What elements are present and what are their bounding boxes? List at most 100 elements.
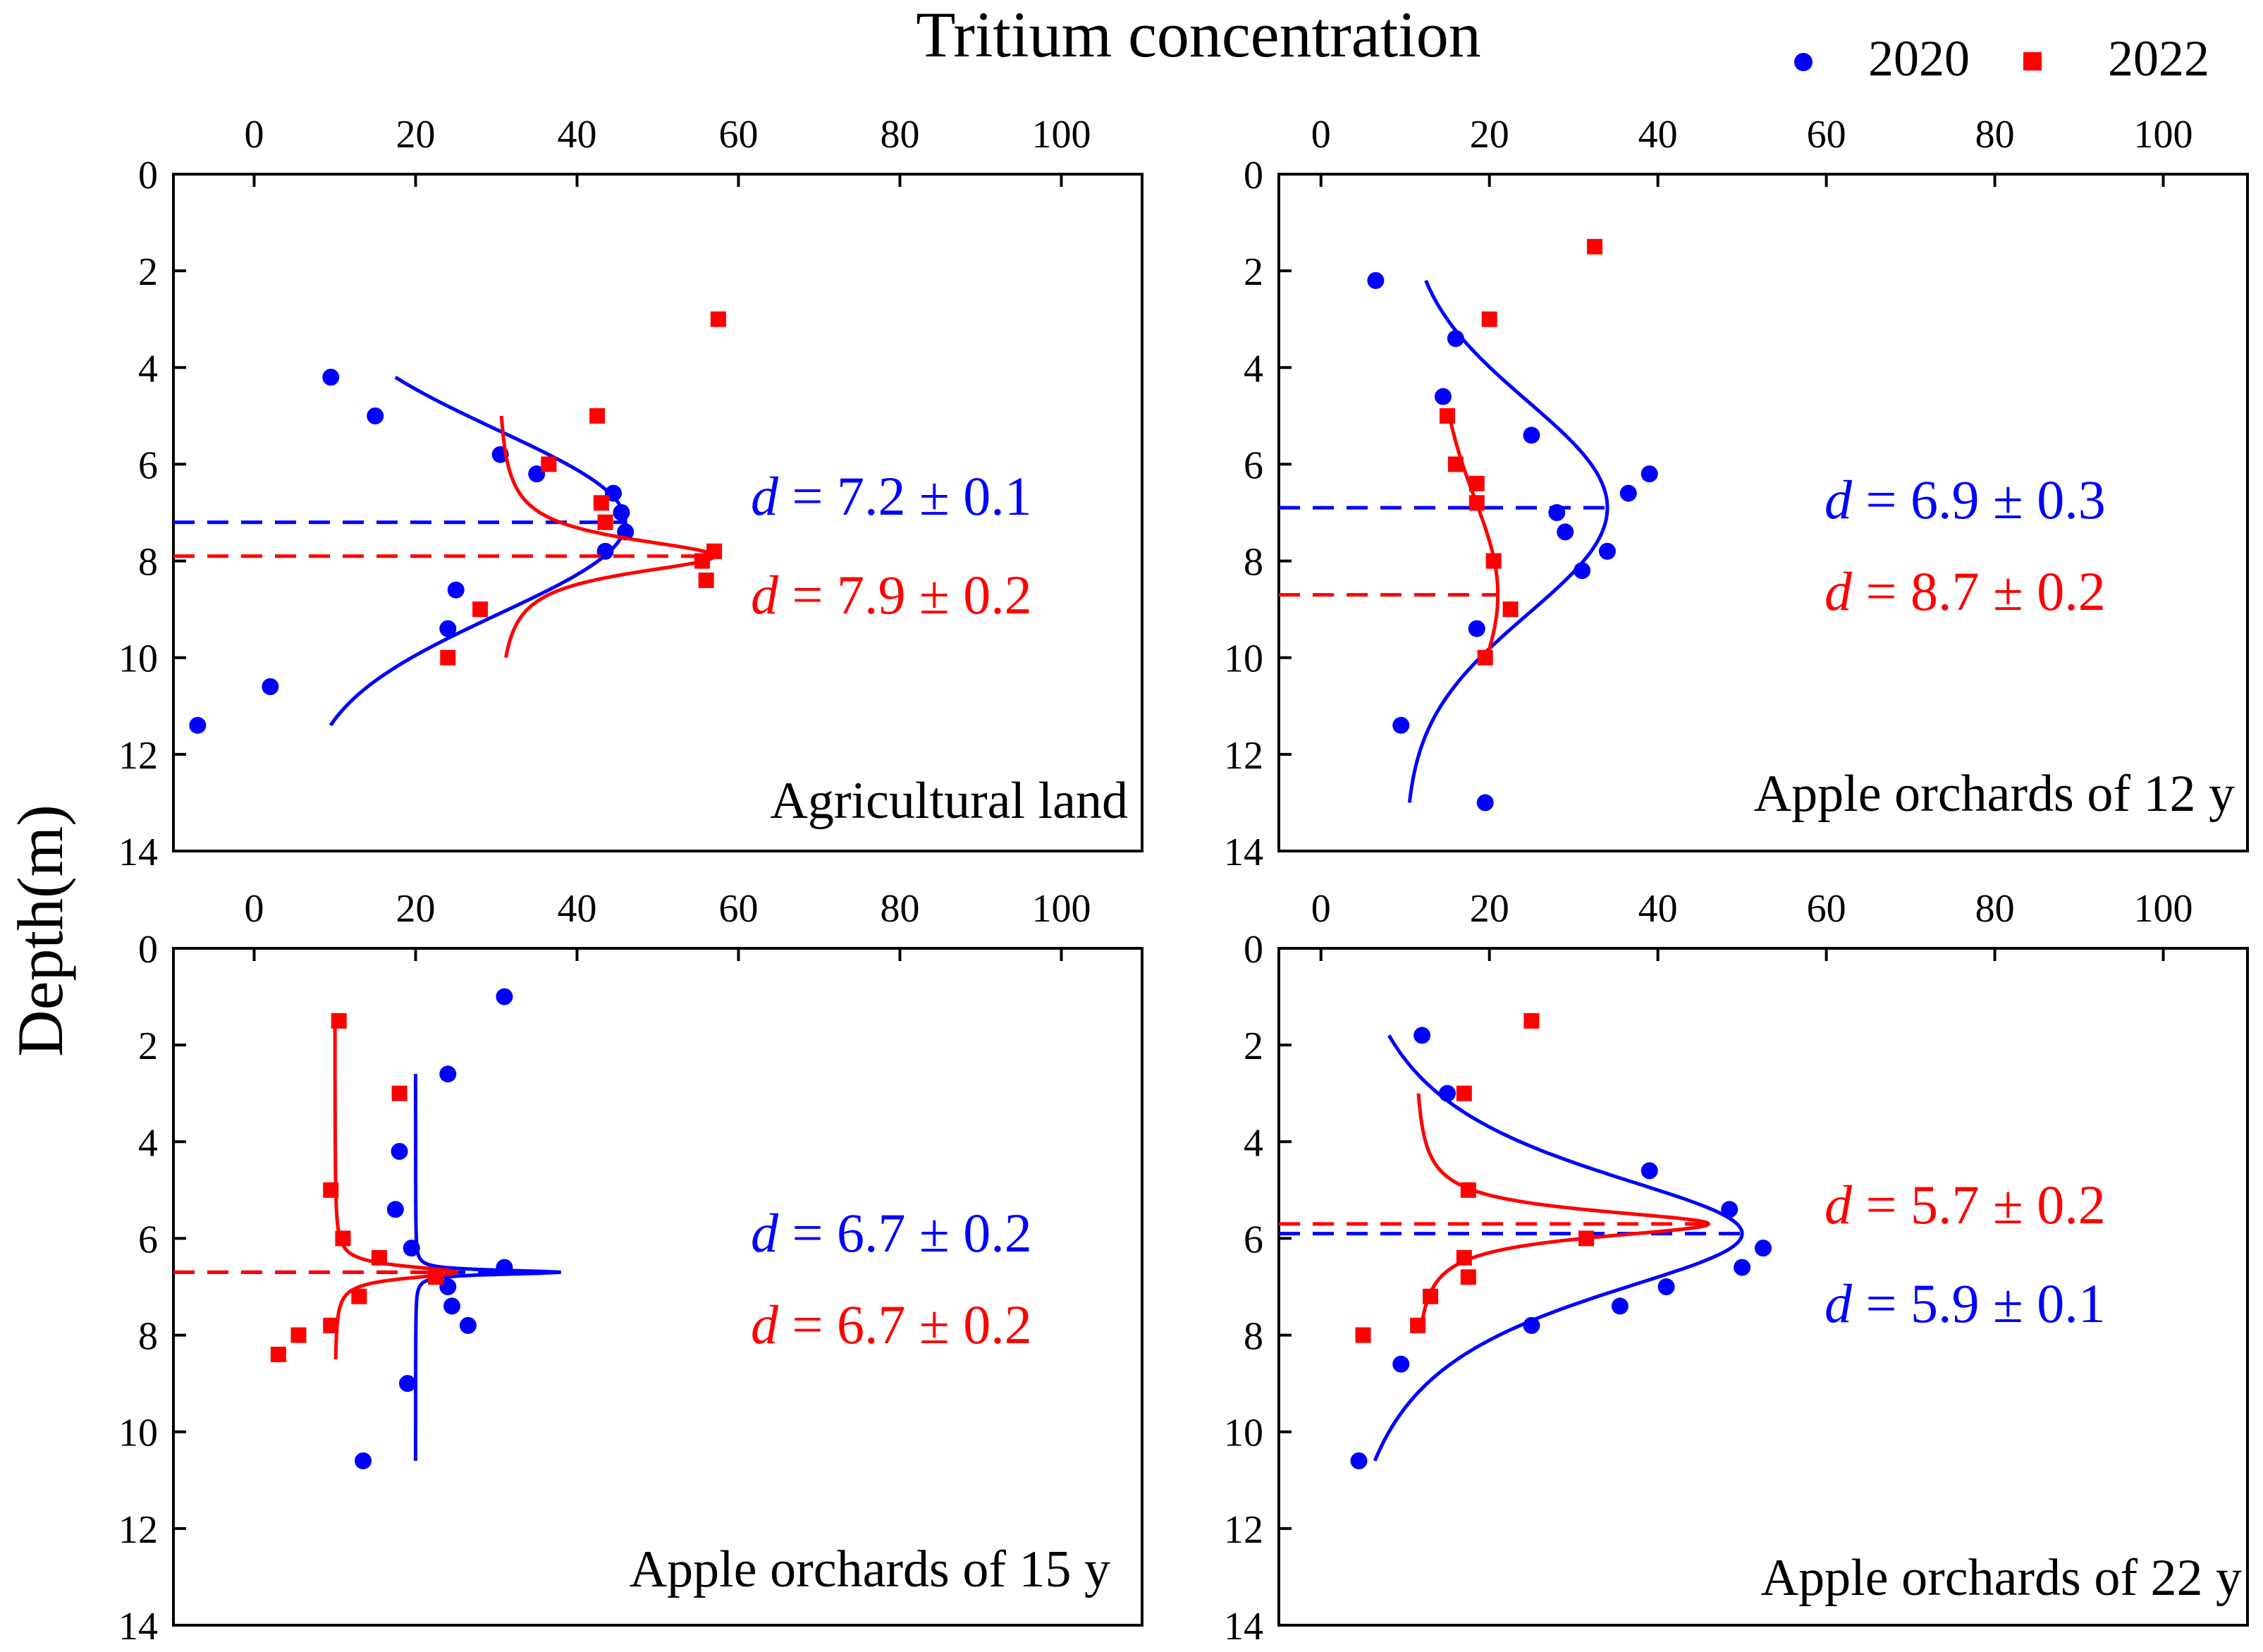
data-point-2022 bbox=[1523, 1012, 1540, 1029]
plot-frame bbox=[1277, 947, 2249, 1627]
y-axis-label: Depth(m) bbox=[4, 804, 76, 1057]
x-tick-label: 80 bbox=[881, 887, 920, 931]
legend-marker-2022 bbox=[2023, 52, 2042, 71]
data-point-2022 bbox=[589, 408, 606, 424]
fit-curve-2020 bbox=[329, 375, 627, 727]
data-point-2020 bbox=[367, 407, 384, 424]
data-point-2020 bbox=[1434, 388, 1452, 405]
y-tick-label: 0 bbox=[1244, 154, 1263, 197]
legend: 2020 2022 bbox=[1794, 30, 2209, 87]
y-tick-label: 8 bbox=[1244, 1315, 1263, 1359]
y-tick-label: 12 bbox=[118, 734, 158, 778]
data-point-2020 bbox=[391, 1143, 408, 1160]
data-point-2022 bbox=[1481, 311, 1497, 327]
data-point-2022 bbox=[1578, 1230, 1595, 1247]
data-point-2020 bbox=[496, 988, 513, 1005]
data-point-2022 bbox=[1439, 408, 1455, 424]
data-point-2020 bbox=[322, 369, 340, 386]
data-point-2020 bbox=[1413, 1027, 1431, 1044]
data-point-2022 bbox=[428, 1269, 444, 1285]
data-point-2022 bbox=[351, 1288, 367, 1304]
x-tick-label: 80 bbox=[1975, 113, 2015, 157]
data-point-2022 bbox=[1468, 475, 1485, 491]
data-point-2020 bbox=[596, 542, 614, 560]
y-tick-label: 8 bbox=[138, 1315, 158, 1359]
y-tick-label: 10 bbox=[118, 1412, 158, 1455]
data-point-2022 bbox=[1468, 495, 1485, 511]
fit-curve-2022 bbox=[1416, 1093, 1711, 1326]
y-tick-label: 12 bbox=[1224, 1508, 1263, 1552]
depth-annotation-2020: d = 7.2 ± 0.1 bbox=[751, 465, 1032, 527]
y-tick-label: 8 bbox=[1244, 541, 1263, 585]
data-point-2020 bbox=[1657, 1278, 1675, 1295]
data-point-2020 bbox=[1557, 523, 1574, 541]
data-point-2022 bbox=[371, 1249, 387, 1266]
data-point-2020 bbox=[1721, 1201, 1738, 1218]
plot-area bbox=[173, 988, 561, 1469]
data-point-2020 bbox=[403, 1240, 420, 1257]
data-point-2020 bbox=[613, 504, 630, 521]
data-point-2022 bbox=[1477, 649, 1493, 666]
data-point-2022 bbox=[1485, 553, 1502, 569]
fit-curve-2022 bbox=[499, 415, 716, 659]
x-tick-label: 80 bbox=[881, 113, 920, 157]
data-point-2020 bbox=[1523, 1316, 1540, 1334]
data-point-2022 bbox=[335, 1230, 351, 1247]
x-tick-label: 20 bbox=[396, 113, 436, 157]
y-tick-label: 4 bbox=[1244, 347, 1263, 391]
panel-1: 0 20 40 60 80 100 0 2 4 6 8 10 12 14 d = 7.2 ± 0.1 d = … bbox=[118, 113, 1143, 874]
legend-label-2020: 2020 bbox=[1868, 30, 1970, 87]
y-tick-label: 14 bbox=[118, 1605, 158, 1648]
y-tick-label: 6 bbox=[138, 1218, 158, 1261]
y-tick-label: 10 bbox=[1224, 637, 1263, 681]
data-point-2020 bbox=[262, 678, 279, 695]
data-point-2020 bbox=[528, 465, 546, 483]
y-tick-label: 0 bbox=[138, 928, 158, 972]
x-tick-label: 100 bbox=[1032, 887, 1091, 931]
data-point-2020 bbox=[355, 1452, 372, 1469]
x-tick-label: 40 bbox=[1638, 887, 1678, 931]
data-point-2022 bbox=[698, 573, 714, 588]
plot-area bbox=[1279, 238, 1658, 812]
data-point-2022 bbox=[290, 1327, 307, 1343]
x-tick-label: 20 bbox=[396, 887, 436, 931]
x-tick-label: 100 bbox=[1032, 113, 1091, 157]
x-tick-label: 0 bbox=[1311, 887, 1331, 931]
data-point-2020 bbox=[605, 484, 623, 502]
y-tick-label: 6 bbox=[1244, 443, 1263, 487]
data-point-2020 bbox=[1611, 1297, 1629, 1315]
fit-curve-2020 bbox=[1407, 279, 1609, 803]
data-point-2020 bbox=[1476, 794, 1494, 812]
data-point-2020 bbox=[386, 1201, 404, 1218]
data-point-2020 bbox=[1598, 542, 1616, 560]
data-point-2022 bbox=[710, 311, 726, 327]
data-point-2022 bbox=[1502, 601, 1519, 618]
y-tick-label: 12 bbox=[118, 1508, 158, 1552]
panel-title: Apple orchards of 22 y bbox=[1761, 1549, 2242, 1607]
data-point-2020 bbox=[1468, 620, 1485, 637]
data-point-2022 bbox=[440, 649, 456, 666]
data-point-2020 bbox=[1640, 1162, 1658, 1180]
data-point-2020 bbox=[1640, 465, 1658, 483]
depth-annotation-2022: d = 6.7 ± 0.2 bbox=[751, 1294, 1032, 1355]
y-tick-label: 0 bbox=[138, 154, 158, 197]
y-tick-label: 2 bbox=[1244, 250, 1263, 294]
data-point-2022 bbox=[541, 456, 557, 472]
x-tick-label: 60 bbox=[719, 887, 759, 931]
data-point-2020 bbox=[439, 1278, 457, 1295]
data-point-2022 bbox=[593, 495, 609, 511]
data-point-2022 bbox=[1587, 238, 1603, 255]
depth-value-2020: = 7.2 ± 0.1 bbox=[778, 465, 1032, 527]
x-tick-label: 60 bbox=[1807, 887, 1846, 931]
depth-annotation-2022: d = 7.9 ± 0.2 bbox=[751, 564, 1032, 625]
data-point-2020 bbox=[1523, 427, 1540, 444]
y-tick-label: 4 bbox=[1244, 1121, 1263, 1165]
data-point-2022 bbox=[472, 601, 489, 618]
y-tick-label: 14 bbox=[1224, 831, 1263, 874]
x-tick-label: 20 bbox=[1470, 113, 1509, 157]
fit-curve-2020 bbox=[1373, 1034, 1744, 1462]
data-point-2020 bbox=[1392, 1355, 1410, 1373]
depth-value-2022: = 5.7 ± 0.2 bbox=[1852, 1174, 2106, 1235]
x-tick-label: 40 bbox=[558, 113, 597, 157]
